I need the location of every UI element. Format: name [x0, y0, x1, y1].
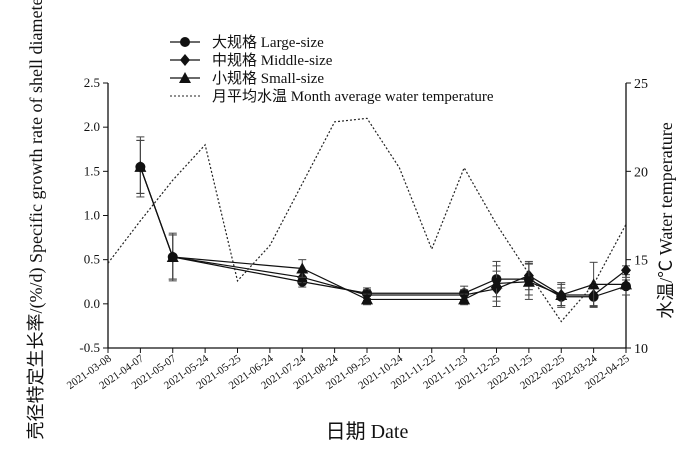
data-point-triangle: [490, 277, 503, 289]
y-tick-label: 1.5: [84, 163, 100, 178]
legend-label: 月平均水温 Month average water temperature: [212, 88, 494, 105]
legend-marker-triangle: [179, 72, 191, 83]
data-point-triangle: [296, 262, 309, 274]
y2-tick-label: 15: [634, 254, 648, 269]
legend-marker-circle: [180, 37, 190, 47]
y2-tick-label: 20: [634, 165, 648, 180]
legend-label: 中规格 Middle-size: [212, 52, 333, 69]
legend-label: 大规格 Large-size: [212, 34, 324, 51]
data-point-triangle: [166, 251, 179, 263]
series-line-triangle: [139, 166, 626, 301]
y-tick-label: 0.0: [84, 296, 100, 311]
data-point-diamond: [621, 264, 631, 277]
y2-axis-title: 水温/℃ Water temperature: [656, 122, 676, 318]
y2-tick-label: 25: [634, 77, 648, 92]
y-tick-label: 0.5: [84, 252, 100, 267]
y-axis-title: 壳径特定生长率/(%/d) Specific growth rate of sh…: [26, 0, 47, 439]
y-tick-label: 2.5: [84, 75, 100, 90]
temperature-line: [107, 117, 627, 323]
x-axis-title: 日期 Date: [326, 421, 409, 443]
y-tick-label: 1.0: [84, 208, 100, 223]
data-point-triangle: [620, 278, 632, 290]
data-point-triangle: [361, 293, 373, 305]
y-tick-label: -0.5: [79, 340, 100, 355]
legend-label: 小规格 Small-size: [212, 70, 324, 87]
series-line-circle: [139, 166, 627, 298]
data-point-triangle: [134, 160, 147, 172]
y2-tick-label: 10: [634, 342, 648, 357]
data-point-triangle: [555, 289, 568, 300]
legend-marker-diamond: [180, 54, 190, 66]
data-point-triangle: [522, 275, 535, 287]
series-line-diamond: [139, 166, 627, 296]
data-point-triangle: [587, 278, 600, 290]
data-point-triangle: [458, 293, 471, 305]
y-tick-label: 2.0: [84, 119, 100, 134]
